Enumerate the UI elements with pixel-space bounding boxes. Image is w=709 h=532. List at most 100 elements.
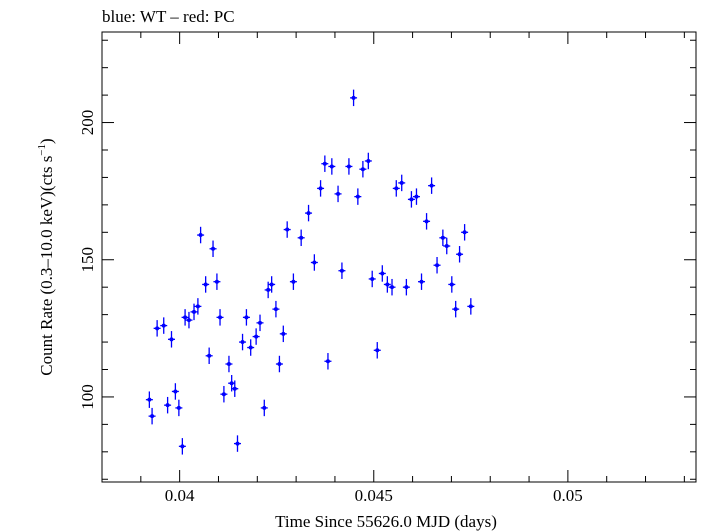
data-point <box>289 273 297 290</box>
data-point <box>247 339 255 356</box>
data-point <box>153 320 161 337</box>
data-point <box>171 383 179 400</box>
point-marker <box>173 389 178 394</box>
y-axis-label-main: Count Rate (0.3–10.0 keV)(cts s <box>37 156 56 376</box>
point-marker <box>468 304 473 309</box>
data-point <box>194 298 202 315</box>
x-tick-label: 0.05 <box>553 486 583 505</box>
point-marker <box>339 268 344 273</box>
point-marker <box>254 334 259 339</box>
data-point <box>321 155 329 172</box>
point-marker <box>380 271 385 276</box>
data-point <box>205 347 213 365</box>
point-marker <box>180 444 185 449</box>
point-marker <box>147 397 152 402</box>
point-marker <box>214 279 219 284</box>
data-point <box>310 254 318 271</box>
point-marker <box>155 326 160 331</box>
data-point <box>213 273 221 290</box>
point-marker <box>221 392 226 397</box>
data-point <box>216 309 224 326</box>
data-point <box>239 333 247 351</box>
data-point <box>350 89 358 107</box>
data-point <box>378 265 386 282</box>
data-point <box>145 391 153 408</box>
data-point <box>448 276 456 293</box>
data-point <box>398 174 406 192</box>
point-marker <box>183 315 188 320</box>
point-marker <box>277 362 282 367</box>
y-tick-label: 200 <box>78 110 97 136</box>
data-point <box>373 342 381 359</box>
point-marker <box>385 282 390 287</box>
data-point <box>402 278 410 296</box>
data-point <box>461 224 469 241</box>
data-point <box>412 188 420 205</box>
data-point <box>305 204 313 222</box>
point-marker <box>457 252 462 257</box>
data-point <box>233 435 241 452</box>
point-marker <box>325 359 330 364</box>
data-point <box>148 407 156 425</box>
data-point <box>364 152 372 170</box>
point-marker <box>390 285 395 290</box>
data-point <box>181 309 189 326</box>
data-point <box>178 438 186 455</box>
point-marker <box>399 180 404 185</box>
point-marker <box>462 230 467 235</box>
point-marker <box>306 211 311 216</box>
point-marker <box>203 282 208 287</box>
point-marker <box>375 348 380 353</box>
point-marker <box>176 405 181 410</box>
data-point <box>225 355 233 373</box>
data-point <box>443 237 451 255</box>
point-marker <box>235 441 240 446</box>
data-point <box>328 158 336 175</box>
point-marker <box>218 315 223 320</box>
point-marker <box>226 362 231 367</box>
point-marker <box>429 183 434 188</box>
point-marker <box>366 158 371 163</box>
data-point <box>220 385 228 403</box>
point-marker <box>449 282 454 287</box>
point-marker <box>258 320 263 325</box>
data-point <box>354 188 362 205</box>
point-marker <box>269 282 274 287</box>
point-marker <box>346 164 351 169</box>
point-marker <box>211 246 216 251</box>
point-marker <box>229 381 234 386</box>
point-marker <box>409 197 414 202</box>
data-point <box>272 300 280 318</box>
data-point <box>256 314 264 332</box>
x-tick-labels: 0.04 0.045 0.05 <box>165 486 583 505</box>
data-point <box>345 158 353 175</box>
data-point <box>338 262 346 279</box>
point-marker <box>281 331 286 336</box>
point-marker <box>240 340 245 345</box>
data-point <box>190 303 198 321</box>
data-point <box>297 229 305 247</box>
chart-title: blue: WT – red: PC <box>102 7 235 26</box>
point-marker <box>262 405 267 410</box>
data-point <box>202 276 210 293</box>
data-point <box>175 399 183 417</box>
data-point <box>433 257 441 274</box>
point-marker <box>186 318 191 323</box>
data-point <box>242 309 250 326</box>
y-axis-label: Count Rate (0.3–10.0 keV)(cts s−1) <box>36 138 56 375</box>
point-marker <box>198 233 203 238</box>
point-marker <box>453 307 458 312</box>
point-marker <box>266 287 271 292</box>
data-point <box>317 180 325 197</box>
data-point <box>359 160 367 178</box>
point-marker <box>404 285 409 290</box>
point-marker <box>370 276 375 281</box>
data-point <box>185 311 193 329</box>
data-point <box>324 353 332 370</box>
data-point <box>197 226 205 244</box>
point-marker <box>440 235 445 240</box>
data-point <box>456 246 464 263</box>
x-axis-label: Time Since 55626.0 MJD (days) <box>275 512 497 531</box>
data-point <box>231 380 239 397</box>
